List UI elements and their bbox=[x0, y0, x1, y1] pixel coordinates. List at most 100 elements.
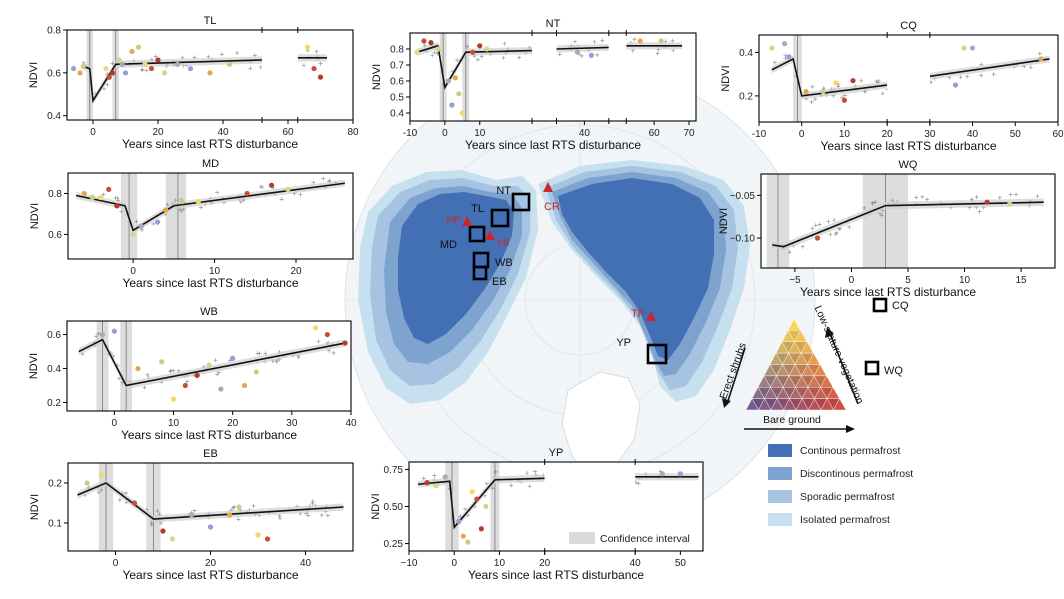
data-point bbox=[187, 65, 194, 72]
sample-cross bbox=[502, 41, 507, 46]
sample-cross bbox=[914, 195, 919, 200]
sample-cross bbox=[119, 209, 124, 214]
y-tick-label: 0.4 bbox=[390, 109, 404, 120]
data-point bbox=[81, 190, 87, 197]
sample-cross bbox=[257, 351, 262, 356]
sample-cross bbox=[116, 376, 121, 381]
site-label-wq: WQ bbox=[884, 365, 903, 377]
sample-cross bbox=[517, 55, 522, 60]
sporadic-swatch bbox=[768, 490, 792, 503]
x-tick-label: 80 bbox=[347, 127, 359, 138]
sample-cross bbox=[105, 82, 110, 87]
y-tick-label: 0.8 bbox=[390, 45, 404, 56]
site-label-nt: NT bbox=[496, 185, 511, 197]
site-triangle-tp bbox=[646, 311, 656, 321]
x-tick-label: 60 bbox=[649, 128, 661, 139]
y-tick-label: −0.05 bbox=[730, 191, 756, 202]
sample-cross bbox=[809, 99, 814, 104]
isolated-swatch bbox=[768, 513, 792, 526]
data-point bbox=[421, 38, 427, 44]
data-point bbox=[138, 223, 144, 229]
site-label-pp: PP bbox=[446, 215, 461, 227]
y-tick-label: 0.4 bbox=[739, 48, 753, 59]
data-point bbox=[342, 340, 348, 346]
data-point bbox=[170, 396, 177, 402]
sample-cross bbox=[96, 331, 101, 336]
y-axis-label: NDVI bbox=[720, 65, 732, 91]
plot-frame bbox=[66, 29, 354, 121]
panel-title: NT bbox=[546, 18, 561, 30]
sample-cross bbox=[216, 370, 221, 375]
x-tick-label: 20 bbox=[152, 127, 164, 138]
sample-cross bbox=[331, 350, 336, 355]
data-point bbox=[469, 489, 475, 495]
fit-ci-area bbox=[418, 474, 545, 531]
sample-cross bbox=[847, 224, 852, 229]
x-tick-label: 40 bbox=[579, 128, 591, 139]
data-point bbox=[106, 74, 112, 80]
sample-cross bbox=[139, 68, 144, 73]
panel-title: YP bbox=[549, 447, 564, 459]
site-box-cq bbox=[872, 297, 888, 313]
continuous-swatch bbox=[768, 444, 792, 457]
data-point bbox=[285, 186, 291, 192]
data-point bbox=[84, 480, 90, 486]
data-point bbox=[1038, 56, 1044, 62]
ndvi-panels: TL 0 20 40 60 80 0.4 0.6 0.8 Years since last RTS… bbox=[28, 15, 1064, 582]
x-axis-label: Years since last RTS disturbance bbox=[820, 139, 996, 153]
x-tick-label: 0 bbox=[451, 558, 457, 569]
sample-cross bbox=[525, 471, 530, 476]
data-point bbox=[477, 43, 483, 49]
sample-cross bbox=[110, 61, 115, 66]
data-point bbox=[188, 512, 195, 518]
sample-cross bbox=[310, 501, 315, 506]
x-tick-label: 30 bbox=[286, 418, 298, 429]
y-tick-label: 0.6 bbox=[47, 330, 61, 341]
sample-cross bbox=[219, 52, 224, 57]
data-point bbox=[459, 110, 465, 116]
panel-wb: WB 0 10 20 30 40 0.2 0.4 0.6 Years since last RTS… bbox=[28, 306, 357, 442]
data-point bbox=[414, 49, 420, 55]
sample-cross bbox=[165, 202, 170, 207]
ci-legend: Confidence interval bbox=[569, 532, 690, 545]
x-tick-label: 5 bbox=[905, 275, 911, 286]
data-point bbox=[574, 49, 581, 55]
sample-cross bbox=[878, 211, 883, 216]
sample-cross bbox=[836, 84, 841, 89]
y-tick-label: −0.10 bbox=[730, 234, 756, 245]
sample-cross bbox=[96, 490, 101, 495]
sample-cross bbox=[238, 199, 243, 204]
data-point bbox=[131, 500, 138, 506]
bare-ground-label: Bare ground bbox=[763, 414, 821, 426]
sample-cross bbox=[421, 476, 426, 481]
sample-cross bbox=[465, 44, 470, 49]
data-point bbox=[841, 97, 848, 103]
sample-cross bbox=[817, 222, 822, 227]
confidence-band bbox=[165, 173, 187, 259]
data-point bbox=[814, 235, 821, 241]
data-point bbox=[218, 386, 224, 392]
data-point bbox=[70, 65, 77, 72]
data-point bbox=[160, 528, 166, 534]
sample-cross bbox=[810, 84, 815, 89]
data-point bbox=[449, 102, 455, 108]
bare-ground-arrowhead bbox=[846, 425, 855, 433]
sample-cross bbox=[319, 513, 324, 518]
data-point bbox=[465, 539, 471, 545]
discontinuous-legend-label: Discontinous permafrost bbox=[800, 468, 913, 480]
panel-yp: YP −10 0 10 20 40 50 0.25 0.50 0.75 Years since la… bbox=[370, 447, 704, 582]
isolated-legend-label: Isolated permafrost bbox=[800, 514, 890, 526]
data-point bbox=[244, 190, 250, 197]
erect-shrubs-arrowhead bbox=[722, 398, 731, 408]
panel-md: MD 0 10 20 0.6 0.8 Years since last RTS distur… bbox=[29, 158, 354, 290]
sample-cross bbox=[432, 473, 437, 478]
x-tick-label: 40 bbox=[300, 558, 312, 569]
ternary-cell bbox=[758, 398, 772, 411]
sample-cross bbox=[251, 503, 256, 508]
sample-cross bbox=[318, 61, 323, 66]
site-label-tl: TL bbox=[471, 203, 484, 215]
x-tick-label: -10 bbox=[403, 128, 418, 139]
data-point bbox=[130, 231, 136, 238]
y-tick-label: 0.8 bbox=[48, 189, 62, 200]
fit-line bbox=[78, 338, 346, 387]
